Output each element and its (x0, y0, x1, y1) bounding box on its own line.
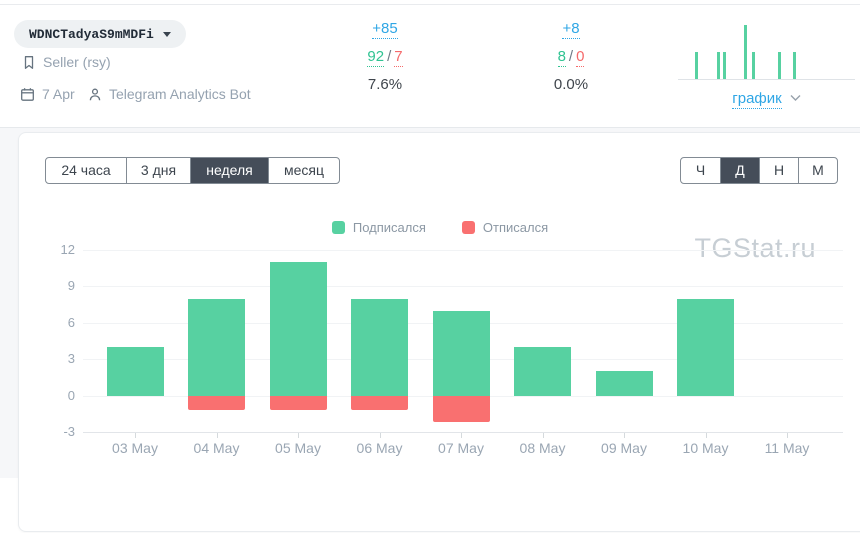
y-axis-label: 0 (67, 388, 75, 403)
watermark: TGStat.ru (694, 233, 816, 263)
bar-subscribed[interactable] (351, 298, 408, 396)
calendar-icon (21, 87, 34, 101)
gridline (83, 250, 843, 251)
bar-unsubscribed[interactable] (432, 395, 490, 422)
x-axis-tick (787, 433, 788, 438)
day-unsubscribed[interactable]: 0 (576, 48, 585, 67)
bar-subscribed[interactable] (188, 298, 245, 396)
y-axis-label: 3 (67, 351, 75, 366)
bar-subscribed[interactable] (432, 310, 490, 396)
y-axis-label: 12 (60, 242, 75, 257)
x-axis-label: 10 May (682, 440, 729, 456)
granularity-button-0[interactable]: Ч (681, 158, 720, 183)
granularity-button-2[interactable]: Н (759, 158, 798, 183)
channel-header: WDNCTadyaS9mMDFi Seller (rsy) 7 Apr Tele… (0, 5, 860, 127)
person-icon (89, 88, 101, 100)
subscribers-bar-chart: 12 9 6 3 0 -3 03 May 04 May 05 May 06 May 07 May 08… (19, 133, 860, 533)
legend-label: Подписался (352, 220, 426, 235)
stats-day: +8 8/0 0.0% (523, 20, 619, 104)
x-axis-label: 08 May (519, 440, 566, 456)
header-divider (0, 127, 860, 128)
channel-category: Seller (rsy) (22, 54, 111, 70)
graph-link[interactable]: график (732, 90, 782, 109)
week-subscribed[interactable]: 92 (367, 48, 385, 67)
x-axis-tick (135, 433, 136, 438)
period-button-2[interactable]: неделя (190, 158, 268, 183)
category-label: Seller (rsy) (43, 54, 111, 70)
x-axis-tick (624, 433, 625, 438)
week-net-change[interactable]: +85 (372, 20, 398, 39)
x-axis-tick (379, 433, 381, 438)
legend-swatch-icon (461, 221, 475, 234)
x-axis-label: 03 May (112, 440, 158, 456)
day-subscribed[interactable]: 8 (557, 48, 566, 67)
chart-legend: Подписался Отписался (19, 220, 860, 235)
created-date: 7 Apr (42, 86, 75, 102)
mini-sparkline-chart (678, 25, 855, 80)
bar-unsubscribed[interactable] (188, 395, 245, 410)
bar-subscribed[interactable] (595, 371, 653, 396)
day-net-change[interactable]: +8 (562, 20, 580, 39)
stats-week: +85 92/7 7.6% (337, 20, 433, 104)
granularity-button-3[interactable]: М (798, 158, 837, 183)
bar-subscribed[interactable] (677, 298, 734, 396)
bookmark-icon (24, 55, 34, 69)
legend-swatch-icon (331, 221, 345, 234)
x-axis-tick (216, 433, 218, 438)
x-axis-label: 05 May (275, 440, 321, 456)
y-axis-label: -3 (63, 424, 75, 439)
chevron-down-icon[interactable] (790, 94, 801, 102)
bar-subscribed[interactable] (269, 262, 327, 396)
x-axis-line (83, 432, 843, 433)
graph-link-row: график (678, 90, 855, 109)
week-percent: 7.6% (367, 76, 403, 93)
bar-subscribed[interactable] (514, 347, 571, 396)
channel-created: 7 Apr (20, 86, 75, 102)
x-axis-label: 04 May (193, 440, 240, 456)
period-button-3[interactable]: месяц (268, 158, 339, 183)
legend-label: Отписался (482, 220, 549, 235)
x-axis-tick (298, 433, 299, 438)
x-axis-label: 09 May (601, 440, 647, 456)
y-axis-label: 6 (67, 315, 75, 330)
channel-name: WDNCTadyaS9mMDFi (29, 26, 154, 42)
slash-separator: / (568, 48, 574, 65)
granularity-button-1[interactable]: Д (720, 158, 759, 183)
x-axis-tick (705, 433, 707, 438)
bar-unsubscribed[interactable] (269, 395, 327, 410)
chevron-down-icon (162, 31, 171, 37)
legend-item-1[interactable]: Отписался (461, 220, 549, 235)
bot-name: Telegram Analytics Bot (109, 86, 251, 102)
day-percent: 0.0% (553, 76, 589, 93)
x-axis-label: 07 May (438, 440, 484, 456)
bar-subscribed[interactable] (106, 347, 164, 396)
period-button-0[interactable]: 24 часа (46, 158, 126, 183)
y-axis-label: 9 (67, 278, 75, 293)
channel-admin: Telegram Analytics Bot (88, 86, 251, 102)
bar-unsubscribed[interactable] (351, 395, 408, 410)
x-axis-label: 11 May (764, 440, 810, 456)
channel-selector[interactable]: WDNCTadyaS9mMDFi (14, 20, 186, 48)
x-axis-tick (542, 433, 544, 438)
legend-item-0[interactable]: Подписался (331, 220, 426, 235)
week-unsubscribed[interactable]: 7 (394, 48, 403, 67)
gridline (83, 286, 843, 287)
top-border (0, 4, 860, 5)
x-axis-tick (461, 433, 462, 438)
slash-separator: / (387, 48, 392, 65)
period-button-group: 24 часа 3 дня неделя месяц (45, 157, 340, 184)
x-axis-label: 06 May (356, 440, 403, 456)
period-button-1[interactable]: 3 дня (126, 158, 190, 183)
